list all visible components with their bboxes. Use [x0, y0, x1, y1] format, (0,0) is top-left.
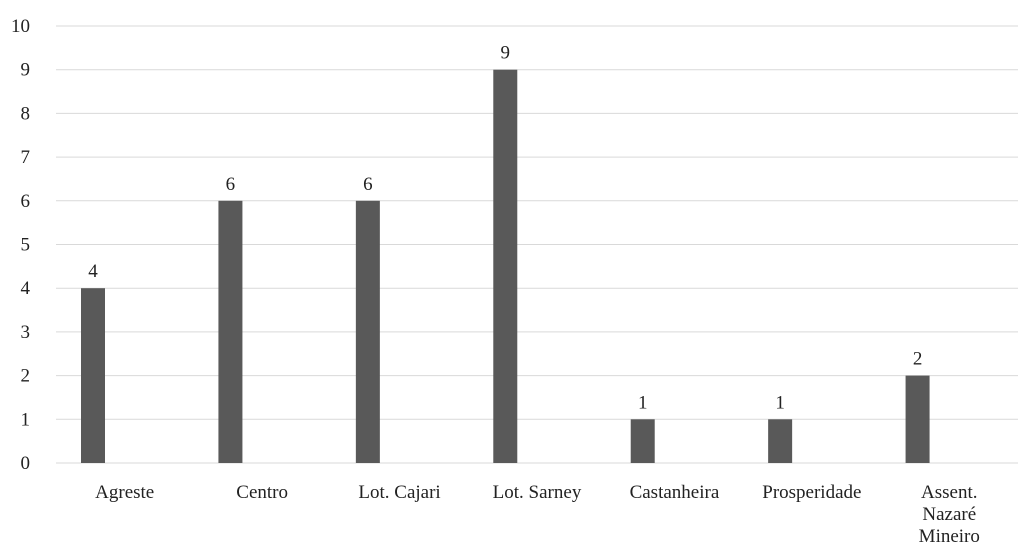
category-label: Assent. Nazaré Mineiro	[919, 482, 980, 547]
y-tick-label: 9	[21, 60, 31, 81]
bar-4	[630, 419, 655, 463]
category-label-line: Prosperidade	[762, 482, 861, 503]
y-tick-label: 0	[21, 453, 31, 474]
data-label: 6	[226, 174, 236, 195]
bar-0	[81, 288, 105, 463]
y-tick-label: 1	[21, 409, 31, 430]
data-label: 4	[88, 261, 98, 282]
data-label: 9	[501, 43, 511, 64]
y-tick-label: 6	[21, 191, 31, 212]
x-axis-category-labels: Agreste Centro Lot. Cajari Lot. Sarney Casta…	[95, 482, 980, 547]
y-axis-tick-labels: 0 1 2 3 4 5 6 7 8 9 10	[11, 16, 31, 474]
category-label: Castanheira	[630, 482, 720, 503]
y-tick-label: 10	[11, 16, 30, 37]
bars	[81, 69, 930, 464]
data-label: 6	[363, 174, 373, 195]
data-label: 1	[775, 392, 785, 413]
y-tick-label: 3	[21, 322, 31, 343]
category-label-line: Assent.	[921, 482, 977, 503]
category-label: Agreste	[95, 482, 154, 503]
category-label-line: Castanheira	[630, 482, 720, 503]
category-label-line: Lot. Sarney	[493, 482, 582, 503]
category-label-line: Nazaré	[922, 504, 976, 525]
category-label-line: Lot. Cajari	[358, 482, 440, 503]
data-labels: 4 6 6 9 1 1 2	[88, 43, 922, 414]
y-tick-label: 4	[21, 278, 31, 299]
y-tick-label: 8	[21, 103, 31, 124]
bar-3	[493, 69, 518, 463]
category-label: Lot. Sarney	[493, 482, 582, 503]
category-label: Lot. Cajari	[358, 482, 440, 503]
bar-5	[768, 419, 793, 463]
category-label: Prosperidade	[762, 482, 861, 503]
category-label-line: Centro	[236, 482, 288, 503]
bar-6	[905, 375, 930, 463]
data-label: 2	[913, 349, 923, 370]
category-label-line: Mineiro	[919, 526, 980, 547]
category-label-line: Agreste	[95, 482, 154, 503]
category-label: Centro	[236, 482, 288, 503]
bar-2	[355, 200, 380, 464]
y-tick-label: 2	[21, 366, 31, 387]
data-label: 1	[638, 392, 648, 413]
bar-1	[218, 200, 243, 464]
gridlines	[56, 25, 1018, 464]
y-tick-label: 5	[21, 235, 31, 256]
y-tick-label: 7	[21, 147, 31, 168]
